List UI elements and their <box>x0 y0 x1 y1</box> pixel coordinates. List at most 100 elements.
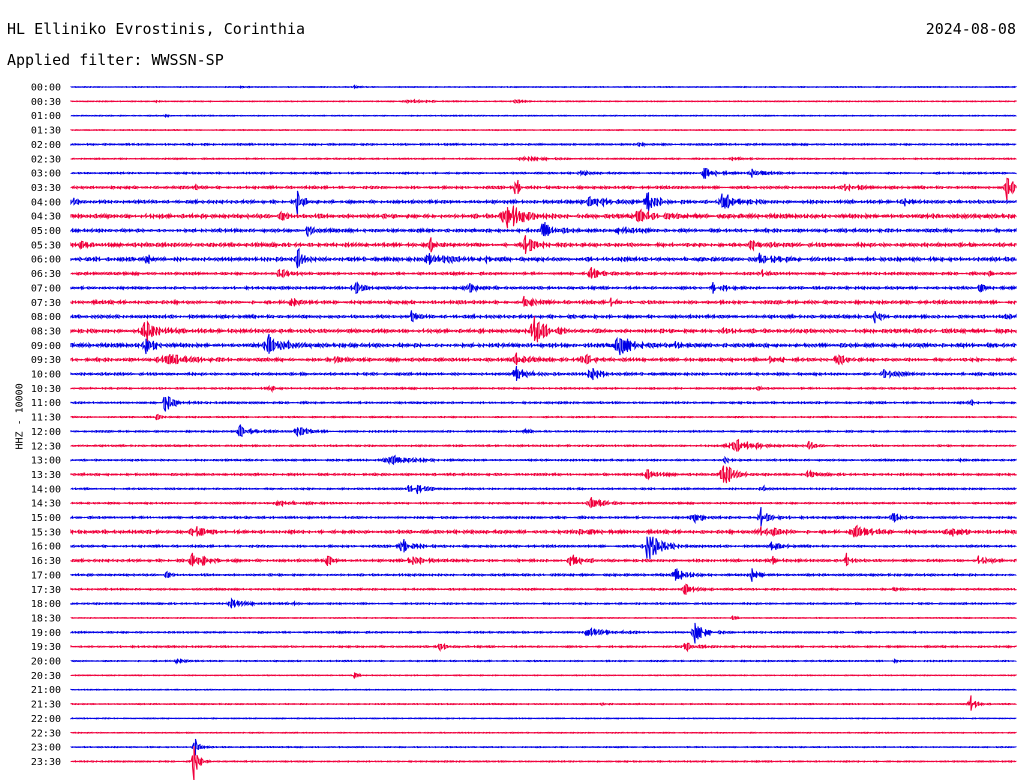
seismogram-trace <box>70 657 1017 665</box>
seismogram-trace <box>70 717 1017 720</box>
seismogram-trace <box>70 128 1017 132</box>
seismogram-trace <box>70 746 1017 780</box>
time-tick-label: 20:00 <box>31 657 61 668</box>
time-tick-label: 22:00 <box>31 714 61 725</box>
time-tick-label: 00:00 <box>31 83 61 94</box>
time-tick-label: 03:00 <box>31 169 61 180</box>
seismogram-trace <box>70 672 1017 679</box>
time-tick-label: 18:00 <box>31 599 61 610</box>
time-tick-label: 11:30 <box>31 413 61 424</box>
time-tick-label: 06:00 <box>31 255 61 266</box>
time-tick-label: 07:30 <box>31 298 61 309</box>
seismogram-trace <box>70 84 1017 90</box>
seismogram-trace <box>70 205 1017 229</box>
time-tick-label: 11:00 <box>31 398 61 409</box>
time-tick-label: 00:30 <box>31 97 61 108</box>
filter-label: Applied filter: WWSSN-SP <box>7 51 224 69</box>
seismogram-trace <box>70 247 1017 269</box>
time-tick-label: 05:00 <box>31 226 61 237</box>
time-tick-label: 10:00 <box>31 370 61 381</box>
time-tick-label: 13:30 <box>31 470 61 481</box>
time-tick-label: 22:30 <box>31 728 61 739</box>
seismogram-trace <box>70 352 1017 366</box>
time-tick-label: 02:00 <box>31 140 61 151</box>
time-tick-label: 16:00 <box>31 542 61 553</box>
seismogram-trace <box>70 295 1017 307</box>
time-tick-label: 12:30 <box>31 441 61 452</box>
seismogram-trace <box>70 622 1017 644</box>
time-tick-label: 02:30 <box>31 154 61 165</box>
seismogram-trace <box>70 614 1017 621</box>
seismogram-trace <box>70 413 1017 421</box>
time-tick-label: 15:30 <box>31 527 61 538</box>
time-tick-label: 14:30 <box>31 499 61 510</box>
time-tick-label: 08:00 <box>31 312 61 323</box>
time-tick-label: 12:00 <box>31 427 61 438</box>
seismogram-trace <box>70 524 1017 538</box>
seismogram-trace <box>70 438 1017 453</box>
seismogram-trace <box>70 396 1017 412</box>
time-tick-label: 04:00 <box>31 197 61 208</box>
seismogram-trace <box>70 155 1017 162</box>
date-label: 2024-08-08 <box>925 20 1016 38</box>
seismogram-trace <box>70 454 1017 466</box>
seismogram-trace <box>70 98 1017 104</box>
time-tick-label: 20:30 <box>31 671 61 682</box>
seismogram-trace <box>70 167 1017 179</box>
seismogram-trace <box>70 731 1017 735</box>
seismogram-trace <box>70 141 1017 148</box>
time-tick-label: 16:30 <box>31 556 61 567</box>
time-tick-label: 10:30 <box>31 384 61 395</box>
seismogram-trace <box>70 177 1017 202</box>
time-tick-label: 19:00 <box>31 628 61 639</box>
time-tick-label: 03:30 <box>31 183 61 194</box>
seismogram-trace <box>70 695 1017 711</box>
seismogram-trace <box>70 310 1017 324</box>
seismogram-trace <box>70 536 1017 560</box>
time-tick-label: 09:00 <box>31 341 61 352</box>
time-tick-label: 17:00 <box>31 570 61 581</box>
time-tick-label: 21:30 <box>31 700 61 711</box>
seismogram-trace <box>70 384 1017 393</box>
seismogram-trace <box>70 221 1017 237</box>
seismogram-trace <box>70 113 1017 119</box>
seismogram-trace <box>70 597 1017 609</box>
time-tick-label: 09:30 <box>31 355 61 366</box>
time-tick-label: 21:00 <box>31 685 61 696</box>
station-title: HL Elliniko Evrostinis, Corinthia <box>7 20 306 38</box>
seismogram-trace <box>70 484 1017 495</box>
time-tick-label: 23:00 <box>31 743 61 754</box>
time-tick-label: 14:00 <box>31 484 61 495</box>
time-tick-label: 05:30 <box>31 240 61 251</box>
time-tick-label: 19:30 <box>31 642 61 653</box>
seismogram-trace <box>70 235 1017 254</box>
time-tick-label: 17:30 <box>31 585 61 596</box>
time-tick-label: 23:30 <box>31 757 61 768</box>
time-tick-label: 15:00 <box>31 513 61 524</box>
seismogram-trace <box>70 688 1017 691</box>
seismogram-trace <box>70 190 1017 216</box>
seismogram-trace <box>70 267 1017 279</box>
seismogram-trace <box>70 568 1017 582</box>
seismogram-trace <box>70 738 1017 756</box>
seismogram-trace <box>70 552 1017 567</box>
seismogram-trace <box>70 316 1017 343</box>
seismogram-trace <box>70 507 1017 527</box>
time-tick-label: 01:00 <box>31 111 61 122</box>
seismogram-trace <box>70 334 1017 356</box>
time-tick-label: 07:00 <box>31 283 61 294</box>
time-tick-label: 08:30 <box>31 326 61 337</box>
seismogram-trace <box>70 465 1017 484</box>
seismogram-trace <box>70 496 1017 509</box>
time-tick-label: 06:30 <box>31 269 61 280</box>
time-tick-label: 01:30 <box>31 126 61 137</box>
seismogram-trace <box>70 642 1017 653</box>
seismogram-trace <box>70 365 1017 381</box>
seismogram-trace <box>70 281 1017 294</box>
time-tick-label: 13:00 <box>31 456 61 467</box>
seismogram-trace <box>70 583 1017 595</box>
time-tick-label: 04:30 <box>31 212 61 223</box>
time-tick-label: 18:30 <box>31 613 61 624</box>
